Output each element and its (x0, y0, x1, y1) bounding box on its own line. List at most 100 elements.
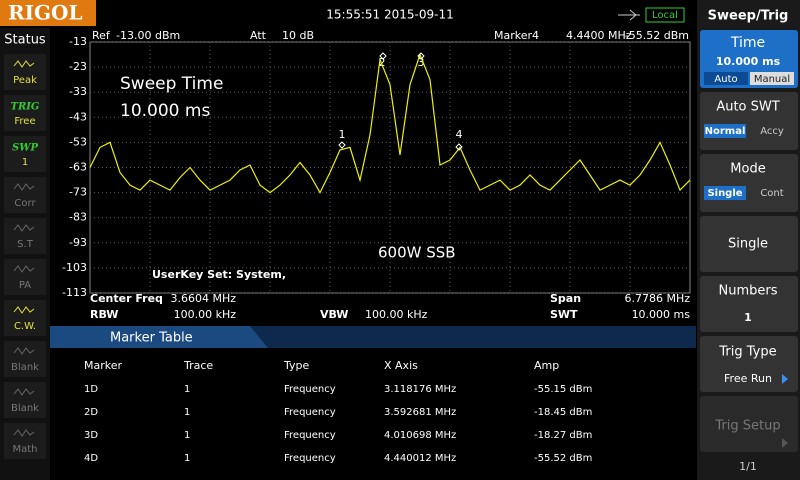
table-cell: 1 (184, 453, 190, 464)
status-slot (4, 300, 46, 336)
status-label: Peak (13, 75, 37, 86)
y-axis: -13 -23 -33 -43 -53 -63 -73 -83 -93 -103 -113 (62, 35, 690, 299)
menu-button[interactable] (700, 336, 798, 392)
menu-value: Free Run (724, 372, 772, 385)
datetime: 15:55:51 2015-09-11 (326, 8, 453, 22)
y-tick-label: -63 (69, 161, 87, 174)
table-cell: -18.27 dBm (534, 430, 592, 441)
marker-diamonds (338, 52, 463, 151)
status-label: Blank (11, 362, 39, 373)
table-header: X Axis (384, 359, 418, 372)
status-icon (13, 347, 35, 355)
status-slot (4, 423, 46, 459)
status-slot (4, 218, 46, 254)
y-tick-label: -13 (69, 35, 87, 48)
menu-button[interactable] (700, 276, 798, 332)
table-cell: -55.15 dBm (534, 384, 592, 395)
table-cell: Frequency (284, 430, 336, 441)
menu-button[interactable] (700, 216, 798, 272)
y-tick-label: -33 (69, 85, 87, 98)
table-cell: 1 (184, 430, 190, 441)
table-cell: 2D (84, 407, 98, 418)
param-value: 100.00 kHz (365, 308, 428, 321)
status-slot (4, 382, 46, 418)
table-tab (50, 326, 268, 348)
table-cell: Frequency (284, 407, 336, 418)
logo: RIGOL (8, 1, 83, 25)
annotation: 600W SSB (378, 244, 456, 262)
option-label: Accy (760, 126, 784, 137)
arrow-icon (782, 374, 788, 384)
table-cell: -55.52 dBm (534, 453, 592, 464)
menu-label: Trig Type (718, 345, 776, 360)
status-icon (13, 388, 35, 396)
menu-label: Time (730, 35, 765, 51)
menu-button[interactable] (700, 396, 798, 452)
marker-freq: 4.4400 MHz (566, 29, 632, 42)
table-cell: 1 (184, 384, 190, 395)
status-items: Peak TRIG Free SWP 1 Corr S.T PA C.W. Blank Blank M… (4, 54, 46, 459)
status-label: Free (14, 116, 35, 127)
status-label: SWP (12, 143, 38, 154)
status-slot (4, 95, 46, 131)
logo-box (0, 0, 96, 26)
y-tick-label: -43 (69, 110, 87, 123)
option-selected (704, 72, 748, 85)
option-label: Single (707, 188, 742, 199)
option-label: Auto (714, 74, 737, 85)
table-cell: 1D (84, 384, 98, 395)
status-title: Status (4, 33, 46, 48)
table-cell: -18.45 dBm (534, 407, 592, 418)
menu-value: 10.000 ms (716, 55, 781, 68)
marker-id: 2 (379, 56, 386, 69)
status-slot (4, 136, 46, 172)
status-label: Blank (11, 403, 39, 414)
option-selected (704, 186, 746, 200)
status-slot (4, 259, 46, 295)
y-tick-label: -103 (62, 261, 87, 274)
trace (89, 52, 691, 194)
marker-label: Marker4 (494, 29, 539, 42)
marker-id: 1 (339, 128, 346, 141)
param-value: 6.7786 MHz (624, 292, 690, 305)
table-cell: 3.118176 MHz (384, 384, 456, 395)
option-selected (704, 124, 746, 138)
param-value: 3.6604 MHz (170, 292, 236, 305)
local-box (645, 7, 685, 23)
option-label: Normal (705, 126, 746, 137)
table-cell: Frequency (284, 384, 336, 395)
annotation: 10.000 ms (120, 101, 210, 121)
status-icon (13, 60, 35, 68)
menu-value: 1 (744, 311, 752, 324)
y-tick-label: -93 (69, 236, 87, 249)
param-value: 10.000 ms (632, 308, 691, 321)
param-label: VBW (320, 308, 348, 321)
status-label: PA (19, 280, 31, 291)
status-slot (4, 54, 46, 90)
status-icon (13, 183, 35, 191)
y-tick-label: -53 (69, 135, 87, 148)
status-slot (4, 177, 46, 213)
annotation: UserKey Set: System, (152, 268, 286, 281)
param-label: Span (550, 292, 581, 305)
option-label: Manual (754, 74, 790, 85)
table-cell: 4.440012 MHz (384, 453, 456, 464)
status-label: Corr (14, 198, 36, 209)
option (750, 72, 794, 85)
y-tick-label: -73 (69, 186, 87, 199)
local-mode: Local (652, 10, 678, 21)
param-label: Center Freq (90, 292, 163, 305)
arrow-icon (782, 438, 788, 448)
status-icon (13, 265, 35, 273)
marker-table: Marker Trace Type X Axis Amp 1D 1 Frequency 3.11… (84, 359, 592, 464)
option-label: Cont (760, 188, 783, 199)
status-label: S.T (17, 239, 34, 250)
status-slot (4, 341, 46, 377)
y-tick-label: -23 (69, 60, 87, 73)
table-header: Marker (84, 359, 122, 372)
menu-page: 1/1 (739, 460, 757, 473)
status-icon (13, 224, 35, 232)
att-label: Att (250, 29, 267, 42)
table-header: Type (283, 359, 309, 372)
